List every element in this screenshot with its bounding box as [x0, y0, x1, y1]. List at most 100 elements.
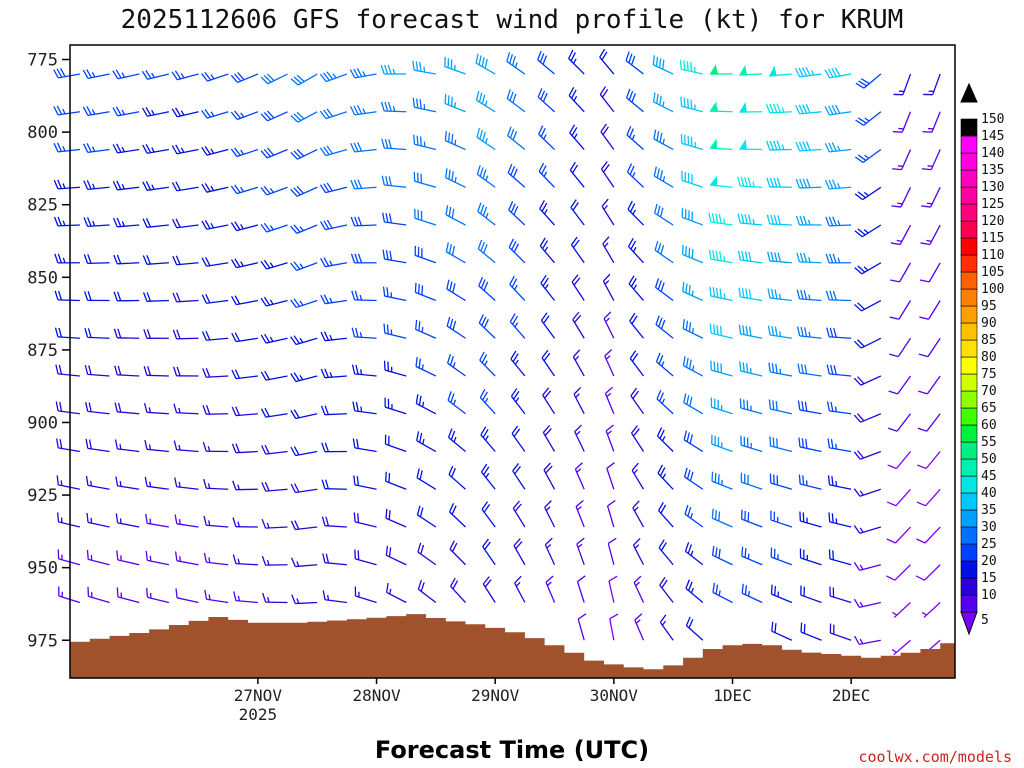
barb-full [323, 109, 330, 118]
barb-staff [206, 262, 229, 267]
barb-staff [295, 375, 318, 383]
barb-full [510, 350, 517, 360]
barb-half [362, 108, 366, 114]
barb-full [826, 401, 831, 411]
barb-full [171, 108, 178, 118]
barb-half [859, 638, 864, 645]
barb-staff [206, 224, 229, 230]
barb-full [716, 287, 719, 298]
barb-full [479, 388, 486, 398]
barb-full [237, 72, 245, 81]
barb-staff [577, 618, 585, 641]
barb-full [321, 479, 326, 489]
barb-full [512, 168, 518, 178]
barb-staff [896, 451, 912, 469]
barb-staff [829, 521, 852, 528]
barb-staff [538, 133, 555, 151]
barb-full [512, 463, 520, 472]
wind-barb [854, 149, 882, 164]
barb-full [513, 538, 521, 547]
barb-staff [682, 290, 704, 302]
barb-staff [829, 299, 852, 302]
barb-staff [711, 443, 733, 453]
barb-half [119, 518, 122, 524]
barb-full [658, 354, 664, 365]
barb-staff [265, 337, 288, 344]
barb-staff [632, 507, 645, 528]
barb-full [451, 542, 458, 552]
barb-full [419, 99, 422, 109]
barb-half [514, 359, 519, 365]
barb-full [60, 67, 66, 77]
barb-half [452, 362, 456, 368]
wind-barb [574, 424, 585, 452]
wind-barb [290, 372, 318, 383]
barb-staff [325, 262, 347, 268]
wind-barb [231, 443, 258, 454]
wind-barb [203, 478, 229, 490]
barb-full [915, 575, 925, 581]
colorbar-swatch [960, 169, 978, 188]
y-tick-label: 900 [27, 413, 58, 433]
wind-barb [538, 162, 555, 188]
wind-barb [829, 586, 852, 604]
barb-full [293, 76, 302, 84]
wind-barb [798, 437, 822, 453]
barb-staff [177, 73, 199, 81]
barb-staff [513, 545, 526, 566]
wind-barb [290, 446, 318, 457]
barb-half [269, 336, 274, 342]
barb-full [603, 311, 612, 320]
barb-full [325, 516, 330, 527]
barb-staff [540, 320, 556, 339]
wind-barb [514, 575, 526, 603]
barb-full [86, 217, 92, 227]
credit-text: coolwx.com/models [858, 748, 1012, 766]
barb-full [805, 438, 808, 449]
barb-staff [58, 111, 80, 116]
wind-barb [740, 472, 763, 490]
barb-staff [799, 372, 822, 377]
wind-barb [290, 557, 318, 568]
wind-barb [711, 471, 733, 490]
wind-barb [539, 200, 556, 226]
barb-half [752, 219, 755, 225]
barb-full [174, 477, 178, 487]
barb-half [178, 407, 181, 414]
colorbar-label: 5 [981, 613, 989, 628]
barb-half [779, 368, 782, 374]
wind-barb [709, 286, 733, 302]
barb-full [660, 244, 665, 255]
barb-full [323, 146, 330, 156]
barb-pennant [709, 138, 718, 150]
wind-barb [260, 222, 288, 233]
wind-barb [712, 582, 733, 604]
barb-full [714, 510, 718, 520]
wind-barb [853, 562, 882, 571]
barb-full [260, 334, 267, 344]
barb-staff [932, 73, 941, 95]
barb-full [445, 205, 449, 215]
wind-barb [290, 483, 318, 494]
barb-half [121, 109, 126, 115]
barb-staff [87, 186, 110, 190]
barb-staff [87, 262, 110, 265]
wind-barb [829, 623, 852, 641]
barb-full [599, 86, 607, 95]
barb-staff [656, 398, 674, 415]
barb-full [660, 282, 665, 292]
barb-half [240, 149, 245, 155]
wind-barb [353, 512, 377, 528]
barb-staff [414, 180, 437, 188]
wind-barb [54, 253, 80, 264]
barb-staff [599, 94, 615, 113]
barb-full [234, 221, 241, 231]
barb-full [201, 257, 208, 267]
wind-barb [654, 278, 674, 302]
barb-full [515, 541, 523, 550]
barb-staff [769, 111, 792, 114]
barb-staff [146, 262, 169, 265]
wind-barb [353, 475, 377, 490]
barb-staff [569, 132, 585, 150]
barb-full [715, 584, 719, 595]
